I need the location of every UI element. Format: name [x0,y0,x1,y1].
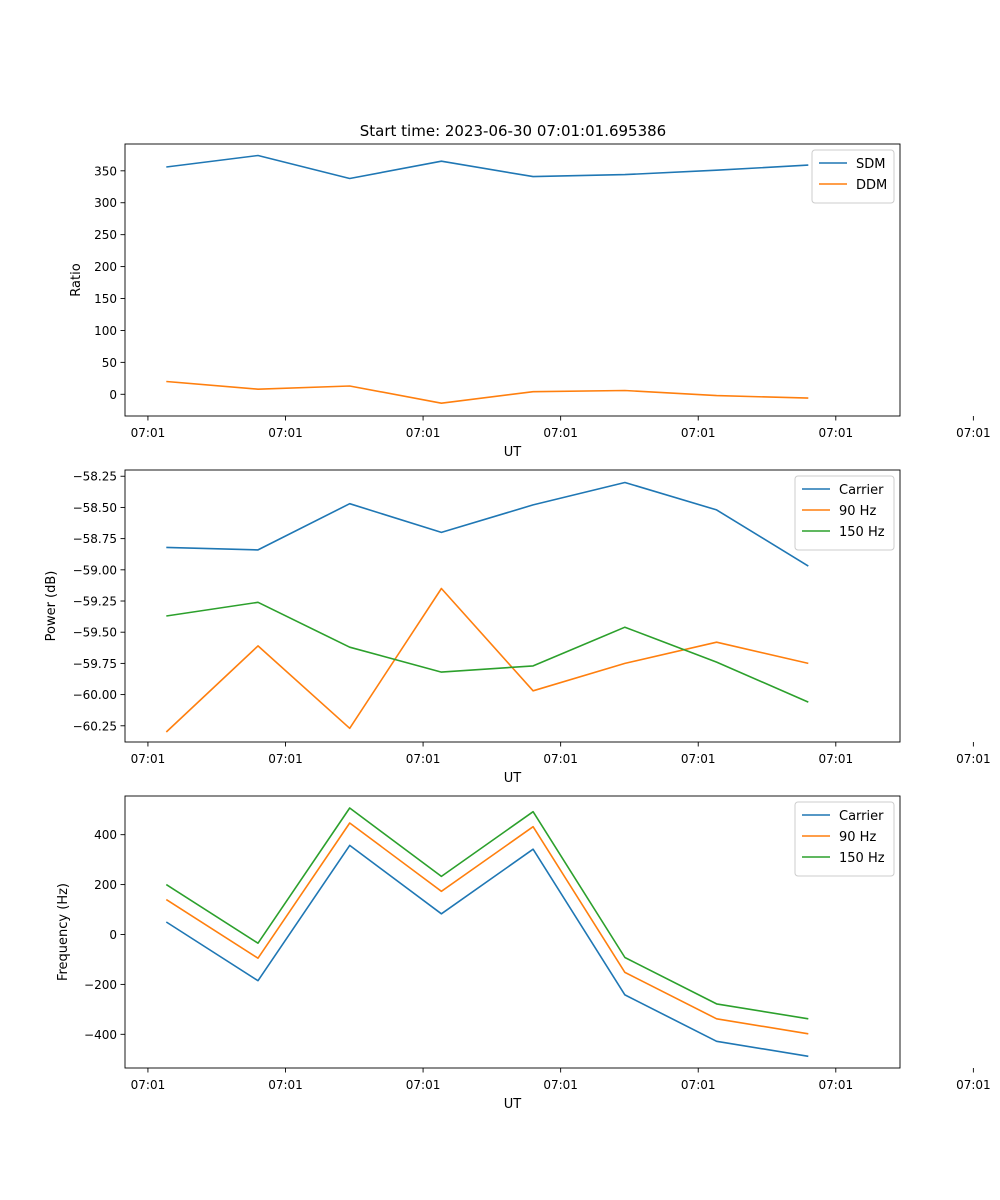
chart-panel-1: 07:01 07:01 07:01 07:01 07:01 07:01 07:01 0 50 10… [69,143,991,460]
legend-label: Carrier [839,483,884,498]
y-tick-label: −59.50 [73,626,117,640]
legend-label: 90 Hz [839,830,876,845]
series-line-carrier [165,844,809,1058]
x-axis-label: UT [504,445,522,460]
x-axis-label: UT [504,771,522,786]
x-tick-label: 07:01 [681,426,716,440]
legend: Carrier 90 Hz 150 Hz [794,475,895,551]
x-tick-label: 07:01 [819,1078,854,1092]
x-axis-label: UT [504,1097,522,1112]
x-tick-label: 07:01 [268,426,303,440]
series-line-150-hz [166,601,809,703]
x-tick-label: 07:01 [956,752,991,766]
legend-label: 150 Hz [839,851,885,866]
series-line-90-hz [165,587,809,733]
y-tick-label: −60.25 [73,719,117,733]
x-tick-label: 07:01 [406,426,441,440]
y-tick-label: −60.00 [73,688,117,702]
x-tick-label: 07:01 [543,752,578,766]
y-tick-label: 200 [94,260,117,274]
y-axis-label: Frequency (Hz) [56,883,71,981]
y-tick-label: −58.75 [73,532,117,546]
x-tick-label: 07:01 [819,752,854,766]
legend-label: DDM [856,178,887,193]
series-line-150-hz [165,807,809,1020]
y-tick-label: 100 [94,324,117,338]
y-axis-label: Ratio [69,263,84,296]
y-tick-label: 300 [94,196,117,210]
legend-label: 150 Hz [839,525,885,540]
x-tick-label: 07:01 [681,752,716,766]
legend-label: Carrier [839,809,884,824]
y-tick-label: −58.25 [73,470,117,484]
x-tick-label: 07:01 [406,752,441,766]
y-axis-label: Power (dB) [44,571,59,642]
x-tick-label: 07:01 [543,426,578,440]
chart-panel-2: 07:01 07:01 07:01 07:01 07:01 07:01 07:01 −60.2… [44,469,991,786]
y-tick-label: 250 [94,228,117,242]
y-tick-label: −58.50 [73,501,117,515]
axes-frame [124,143,901,417]
x-tick-label: 07:01 [956,426,991,440]
x-tick-label: 07:01 [268,1078,303,1092]
x-tick-label: 07:01 [956,1078,991,1092]
series-line-ddm [166,380,809,405]
y-tick-label: −59.75 [73,657,117,671]
axes-frame [124,469,901,743]
y-tick-label: 50 [102,356,117,370]
y-tick-label: −59.25 [73,595,117,609]
x-tick-label: 07:01 [681,1078,716,1092]
y-tick-label: 0 [109,388,117,402]
y-tick-label: 150 [94,292,117,306]
y-tick-label: −200 [84,978,117,992]
y-tick-label: −400 [84,1028,117,1042]
legend: SDM DDM [811,149,895,204]
series-line-sdm [166,154,809,180]
y-tick-label: −59.00 [73,563,117,577]
y-tick-label: 200 [94,878,117,892]
axes-frame [124,795,901,1069]
x-tick-label: 07:01 [131,752,166,766]
chart-panel-3: 07:01 07:01 07:01 07:01 07:01 07:01 07:01 −400 −… [56,795,991,1112]
series-line-carrier [166,481,809,567]
x-tick-label: 07:01 [406,1078,441,1092]
y-tick-label: 0 [109,928,117,942]
legend-label: 90 Hz [839,504,876,519]
x-tick-label: 07:01 [131,426,166,440]
legend: Carrier 90 Hz 150 Hz [794,801,895,877]
legend-label: SDM [856,157,885,172]
x-tick-label: 07:01 [131,1078,166,1092]
x-tick-label: 07:01 [543,1078,578,1092]
y-tick-label: 350 [94,164,117,178]
x-tick-label: 07:01 [268,752,303,766]
series-line-90-hz [165,822,809,1035]
y-tick-label: 400 [94,828,117,842]
figure-title: Start time: 2023-06-30 07:01:01.695386 [360,122,666,140]
x-tick-label: 07:01 [819,426,854,440]
